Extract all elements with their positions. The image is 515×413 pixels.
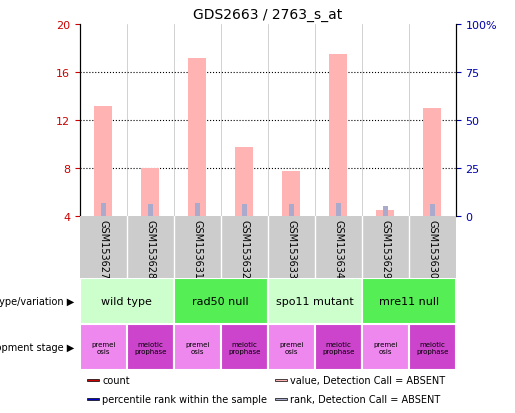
Bar <box>88 379 99 381</box>
Text: GSM153632: GSM153632 <box>239 220 249 279</box>
Bar <box>174 278 268 324</box>
Text: premei
osis: premei osis <box>185 341 210 354</box>
Text: rad50 null: rad50 null <box>193 297 249 306</box>
Bar <box>362 278 456 324</box>
Bar <box>242 205 247 217</box>
Text: value, Detection Call = ABSENT: value, Detection Call = ABSENT <box>290 375 445 385</box>
Title: GDS2663 / 2763_s_at: GDS2663 / 2763_s_at <box>193 8 342 22</box>
Text: genotype/variation ▶: genotype/variation ▶ <box>0 297 75 306</box>
Bar <box>268 324 315 370</box>
Bar <box>235 147 253 217</box>
Bar <box>276 398 286 401</box>
Text: GSM153629: GSM153629 <box>380 220 390 279</box>
Text: premei
osis: premei osis <box>91 341 115 354</box>
Text: GSM153634: GSM153634 <box>333 220 344 279</box>
Text: spo11 mutant: spo11 mutant <box>276 297 354 306</box>
Text: wild type: wild type <box>101 297 152 306</box>
Bar <box>330 55 347 217</box>
Text: count: count <box>102 375 130 385</box>
Bar <box>94 107 112 217</box>
Bar <box>362 324 409 370</box>
Bar <box>101 204 106 217</box>
Bar <box>221 324 268 370</box>
Text: GSM153631: GSM153631 <box>192 220 202 279</box>
Bar <box>383 207 388 217</box>
Text: percentile rank within the sample: percentile rank within the sample <box>102 394 267 404</box>
Text: premei
osis: premei osis <box>373 341 398 354</box>
Bar <box>289 205 294 217</box>
Bar <box>174 324 221 370</box>
Bar <box>430 204 435 217</box>
Text: GSM153628: GSM153628 <box>145 220 156 279</box>
Bar <box>376 211 394 217</box>
Bar <box>88 398 99 401</box>
Bar <box>80 278 174 324</box>
Bar <box>188 58 206 217</box>
Bar <box>423 109 441 217</box>
Bar <box>315 324 362 370</box>
Text: meiotic
prophase: meiotic prophase <box>134 341 166 354</box>
Text: rank, Detection Call = ABSENT: rank, Detection Call = ABSENT <box>290 394 441 404</box>
Text: meiotic
prophase: meiotic prophase <box>322 341 354 354</box>
Text: meiotic
prophase: meiotic prophase <box>416 341 449 354</box>
Text: GSM153630: GSM153630 <box>427 220 437 279</box>
Text: premei
osis: premei osis <box>279 341 303 354</box>
Bar <box>336 204 340 217</box>
Bar <box>409 324 456 370</box>
Bar <box>282 171 300 217</box>
Text: GSM153633: GSM153633 <box>286 220 296 279</box>
Bar <box>148 205 152 217</box>
Bar <box>142 169 159 217</box>
Text: meiotic
prophase: meiotic prophase <box>228 341 261 354</box>
Text: GSM153627: GSM153627 <box>98 220 108 279</box>
Bar <box>276 379 286 381</box>
Bar <box>268 278 362 324</box>
Text: development stage ▶: development stage ▶ <box>0 342 75 352</box>
Bar <box>127 324 174 370</box>
Bar <box>195 203 200 217</box>
Text: mre11 null: mre11 null <box>379 297 439 306</box>
Bar <box>80 324 127 370</box>
